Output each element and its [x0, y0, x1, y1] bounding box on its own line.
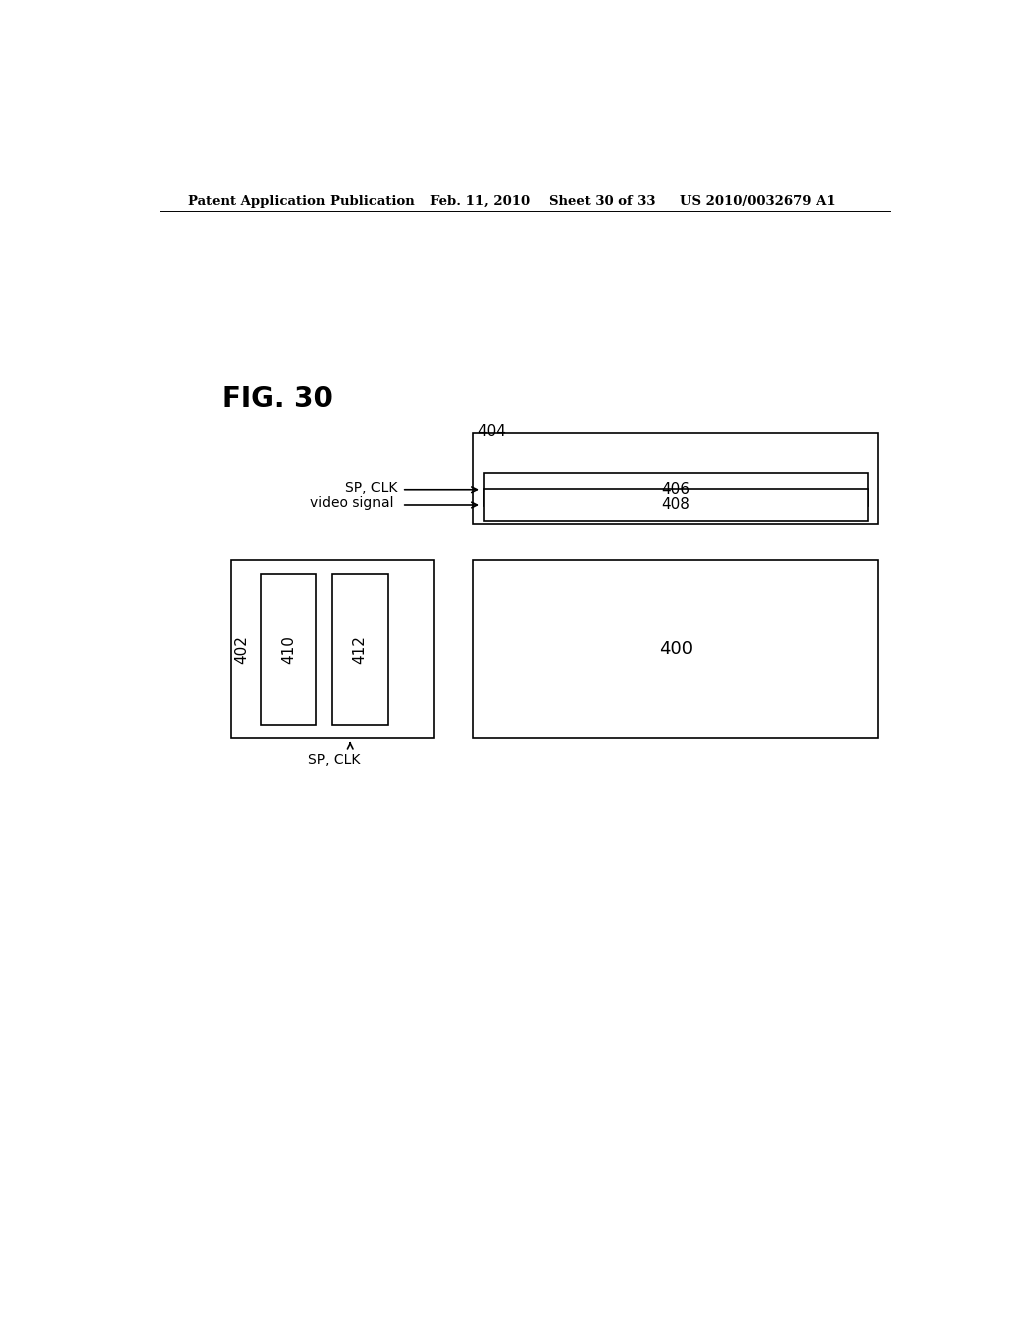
Text: FIG. 30: FIG. 30 [221, 385, 333, 413]
Text: SP, CLK: SP, CLK [308, 752, 360, 767]
Text: Patent Application Publication: Patent Application Publication [187, 194, 415, 207]
Bar [332, 574, 387, 725]
Text: 410: 410 [281, 635, 296, 664]
Text: 402: 402 [234, 635, 249, 664]
Bar [231, 560, 433, 738]
Text: 408: 408 [662, 498, 690, 512]
Text: 412: 412 [352, 635, 368, 664]
Text: Feb. 11, 2010: Feb. 11, 2010 [430, 194, 529, 207]
Text: SP, CLK: SP, CLK [345, 480, 397, 495]
Bar [260, 574, 316, 725]
Text: US 2010/0032679 A1: US 2010/0032679 A1 [680, 194, 836, 207]
Bar [473, 433, 878, 524]
Text: 400: 400 [658, 640, 692, 659]
Bar [483, 474, 868, 506]
Bar [483, 488, 868, 521]
Text: 406: 406 [662, 482, 690, 498]
Text: 404: 404 [477, 424, 506, 440]
Text: Sheet 30 of 33: Sheet 30 of 33 [549, 194, 655, 207]
Bar [473, 560, 878, 738]
Text: video signal: video signal [310, 496, 394, 510]
